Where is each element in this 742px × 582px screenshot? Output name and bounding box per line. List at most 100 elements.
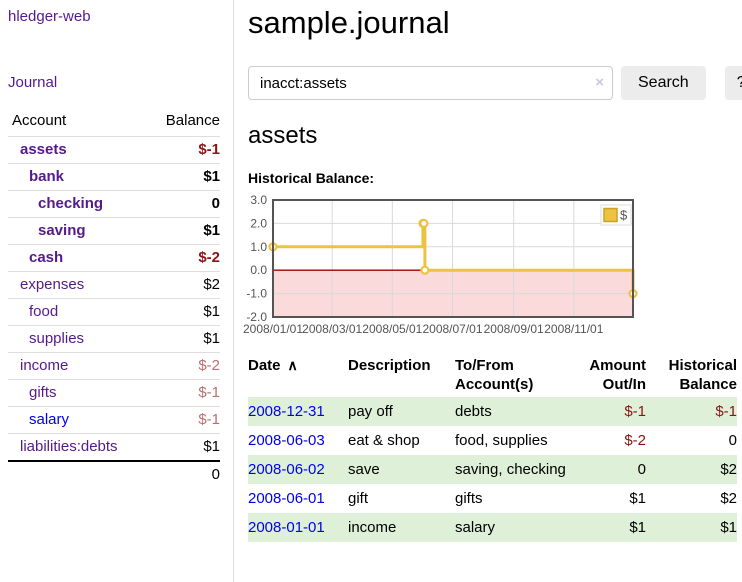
transaction-description: income bbox=[348, 513, 455, 542]
column-header-description: Description bbox=[348, 357, 431, 374]
account-balance: $1 bbox=[146, 325, 220, 353]
transaction-amount: $1 bbox=[629, 490, 646, 507]
transaction-accounts: debts bbox=[455, 397, 567, 426]
account-link-gifts[interactable]: gifts bbox=[29, 384, 57, 401]
account-balance: $-1 bbox=[146, 379, 220, 407]
register-row: 2008-12-31 pay off debts $-1 $-1 bbox=[248, 397, 737, 426]
account-link-food[interactable]: food bbox=[29, 303, 59, 320]
main-content: sample.journal × Search ? assets Histori… bbox=[234, 0, 742, 582]
account-link-supplies[interactable]: supplies bbox=[29, 330, 85, 347]
account-row: salary $-1 bbox=[8, 406, 220, 434]
accounts-col-account: Account bbox=[12, 112, 67, 129]
transaction-balance: $2 bbox=[646, 455, 737, 484]
account-row: assets $-1 bbox=[8, 136, 220, 164]
account-row: bank $1 bbox=[8, 163, 220, 191]
account-row: expenses $2 bbox=[8, 271, 220, 299]
transaction-amount: $1 bbox=[567, 513, 646, 542]
account-row: income $-2 bbox=[8, 352, 220, 380]
svg-text:2008/01/01: 2008/01/01 bbox=[243, 322, 303, 336]
transaction-balance: $1 bbox=[646, 513, 737, 542]
account-row: cash $-2 bbox=[8, 244, 220, 272]
account-row: food $1 bbox=[8, 298, 220, 326]
svg-text:2008/07/01: 2008/07/01 bbox=[422, 322, 482, 336]
account-link-expenses[interactable]: expenses bbox=[20, 276, 85, 293]
transaction-balance: $-1 bbox=[646, 397, 737, 426]
transaction-date-link[interactable]: 2008-06-03 bbox=[248, 432, 325, 449]
register-row: 2008-06-03 eat & shop food, supplies $-2… bbox=[248, 426, 737, 455]
svg-text:2008/03/01: 2008/03/01 bbox=[302, 322, 362, 336]
account-balance: $1 bbox=[146, 217, 220, 245]
register-table: Date ∧ Description To/From Account(s) Amo… bbox=[248, 353, 737, 542]
brand-link[interactable]: hledger-web bbox=[8, 8, 91, 25]
svg-text:-2.0: -2.0 bbox=[246, 310, 267, 324]
svg-text:$: $ bbox=[620, 208, 628, 223]
account-link-saving[interactable]: saving bbox=[38, 222, 86, 239]
transaction-date-link[interactable]: 2008-01-01 bbox=[248, 519, 325, 536]
svg-text:3.0: 3.0 bbox=[250, 193, 267, 207]
transaction-accounts: salary bbox=[455, 513, 567, 542]
account-balance: $-2 bbox=[146, 352, 220, 380]
register-header-row: Date ∧ Description To/From Account(s) Amo… bbox=[248, 353, 737, 397]
sort-ascending-icon: ∧ bbox=[287, 357, 298, 373]
register-row: 2008-01-01 income salary $1 $1 bbox=[248, 513, 737, 542]
clear-search-icon[interactable]: × bbox=[595, 74, 604, 91]
accounts-table: Account Balance assets $-1 bank $1 check… bbox=[8, 108, 220, 488]
chart-heading: Historical Balance: bbox=[248, 170, 375, 186]
transaction-balance: $2 bbox=[720, 490, 737, 507]
search-bar: × Search ? bbox=[248, 66, 742, 100]
account-link-checking[interactable]: checking bbox=[38, 195, 104, 212]
account-row: liabilities:debts $1 bbox=[8, 433, 220, 461]
search-input[interactable] bbox=[248, 66, 613, 100]
transaction-accounts: saving, checking bbox=[455, 455, 567, 484]
transaction-date-link[interactable]: 2008-12-31 bbox=[248, 403, 325, 420]
account-balance: $1 bbox=[146, 433, 220, 461]
historical-balance-chart: 3.0 2.0 1.0 0.0 -1.0 -2.0 2008/01/01 2008/03/01… bbox=[243, 193, 742, 339]
account-link-bank[interactable]: bank bbox=[29, 168, 65, 185]
account-link-liabilities-debts[interactable]: liabilities:debts bbox=[20, 438, 118, 455]
accounts-total-row: 0 bbox=[8, 460, 220, 488]
account-balance: 0 bbox=[146, 190, 220, 218]
sidebar: hledger-web Journal Account Balance asse… bbox=[0, 0, 234, 582]
account-link-cash[interactable]: cash bbox=[29, 249, 64, 266]
transaction-accounts: gifts bbox=[455, 490, 483, 507]
transaction-description: pay off bbox=[348, 397, 455, 426]
column-header-date[interactable]: Date ∧ bbox=[248, 357, 298, 374]
sidebar-item-journal[interactable]: Journal bbox=[8, 74, 58, 91]
account-balance: $-1 bbox=[146, 406, 220, 434]
account-link-income[interactable]: income bbox=[20, 357, 69, 374]
account-row: supplies $1 bbox=[8, 325, 220, 353]
transaction-accounts: food, supplies bbox=[455, 432, 548, 449]
account-link-salary[interactable]: salary bbox=[29, 411, 70, 428]
transaction-date-link[interactable]: 2008-06-02 bbox=[248, 461, 325, 478]
svg-text:1.0: 1.0 bbox=[250, 240, 267, 254]
account-link-assets[interactable]: assets bbox=[20, 141, 67, 158]
svg-text:-1.0: -1.0 bbox=[246, 287, 267, 301]
register-row: 2008-06-01 gift gifts $1 $2 bbox=[248, 484, 737, 513]
register-row: 2008-06-02 save saving, checking 0 $2 bbox=[248, 455, 737, 484]
column-header-balance: Historical Balance bbox=[668, 357, 737, 393]
transaction-amount: $-1 bbox=[567, 397, 646, 426]
column-header-amount: Amount Out/In bbox=[589, 357, 646, 393]
account-heading: assets bbox=[248, 122, 318, 149]
transaction-amount: $-2 bbox=[624, 432, 646, 449]
account-row: saving $1 bbox=[8, 217, 220, 245]
transaction-date-link[interactable]: 2008-06-01 bbox=[248, 490, 325, 507]
transaction-balance: 0 bbox=[728, 432, 737, 449]
account-balance: $2 bbox=[146, 271, 220, 299]
transaction-description: save bbox=[348, 455, 455, 484]
search-button[interactable]: Search bbox=[621, 66, 706, 100]
accounts-col-balance: Balance bbox=[165, 112, 220, 129]
transaction-amount: 0 bbox=[567, 455, 646, 484]
column-header-accounts: To/From Account(s) bbox=[455, 357, 534, 393]
help-button[interactable]: ? bbox=[724, 66, 742, 100]
svg-text:2008/09/01: 2008/09/01 bbox=[484, 322, 544, 336]
accounts-total-balance: 0 bbox=[146, 460, 220, 488]
account-balance: $1 bbox=[146, 163, 220, 191]
account-balance: $-2 bbox=[146, 244, 220, 272]
account-row: checking 0 bbox=[8, 190, 220, 218]
transaction-description: eat & shop bbox=[348, 432, 420, 449]
page-title: sample.journal bbox=[248, 5, 450, 40]
svg-text:2008/11/01: 2008/11/01 bbox=[544, 322, 603, 336]
account-balance: $-1 bbox=[146, 136, 220, 164]
